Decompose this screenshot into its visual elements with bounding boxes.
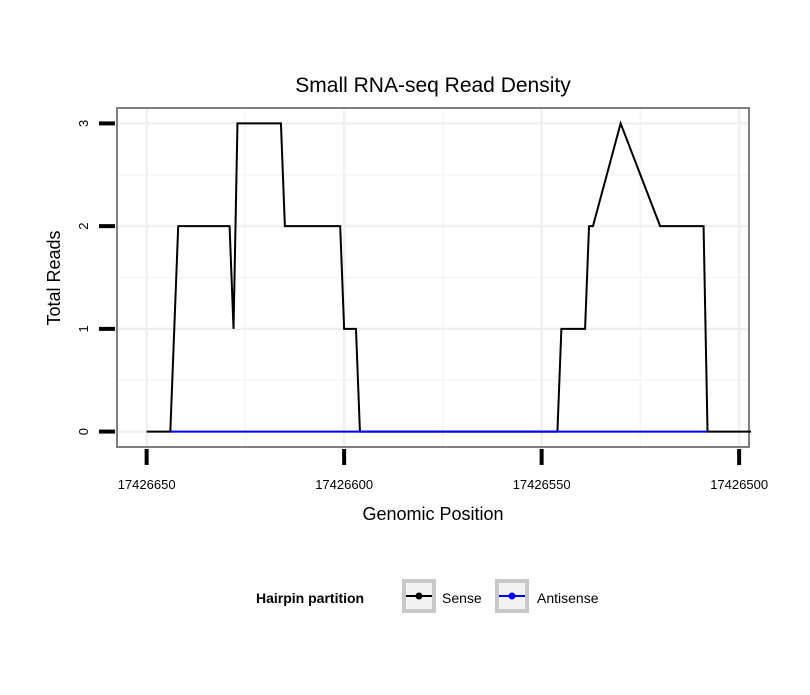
- grid-layer: [117, 108, 749, 447]
- legend-item-antisense: Antisense: [495, 579, 599, 613]
- x-tick-label: 17426500: [710, 477, 768, 492]
- y-tick-label: 1: [76, 325, 91, 332]
- legend-label-sense: Sense: [442, 590, 482, 606]
- x-tick-label: 17426650: [118, 477, 176, 492]
- legend: Hairpin partition Sense Antisense: [256, 579, 599, 613]
- x-tick-label: 17426600: [315, 477, 373, 492]
- x-axis-title: Genomic Position: [362, 504, 503, 524]
- chart-title: Small RNA-seq Read Density: [295, 74, 571, 97]
- legend-label-antisense: Antisense: [537, 590, 599, 606]
- x-tick-label: 17426550: [513, 477, 571, 492]
- plot-panel-border: [116, 107, 750, 448]
- legend-key-antisense-point: [508, 592, 516, 600]
- x-axis: 17426650 17426600 17426550 17426500: [118, 449, 768, 492]
- legend-item-sense: Sense: [402, 579, 482, 613]
- y-tick-label: 3: [76, 120, 91, 127]
- series-layer: [146, 120, 751, 433]
- y-tick-label: 2: [76, 223, 91, 230]
- y-axis-title: Total Reads: [44, 230, 64, 325]
- legend-key-sense-point: [415, 592, 423, 600]
- legend-title: Hairpin partition: [256, 590, 364, 606]
- y-tick-label: 0: [76, 428, 91, 435]
- y-axis: 0 1 2 3: [76, 120, 115, 435]
